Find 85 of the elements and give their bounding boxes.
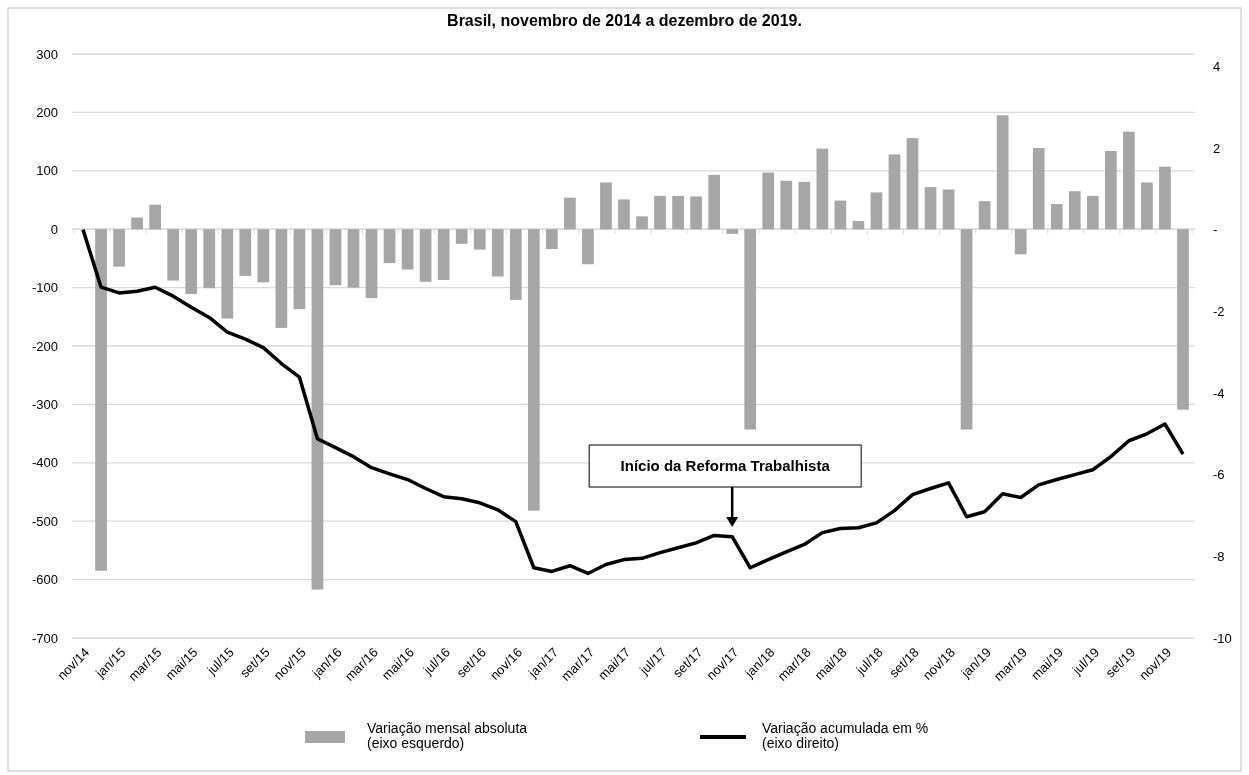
bar	[455, 229, 468, 244]
bar	[888, 154, 901, 230]
bar	[1050, 204, 1063, 230]
y2-tick-label: -2	[1213, 303, 1225, 319]
bar	[654, 195, 666, 230]
y-tick-label: -600	[31, 572, 58, 588]
bar	[167, 229, 180, 281]
line-series	[81, 227, 1185, 576]
bar	[113, 229, 125, 267]
bar	[509, 229, 522, 300]
bar	[1086, 195, 1099, 230]
y-tick-label: -300	[31, 397, 58, 413]
bar	[185, 229, 198, 295]
bar	[744, 229, 757, 430]
bar	[419, 229, 432, 282]
bar	[221, 229, 234, 319]
bar	[564, 197, 576, 230]
bar	[834, 200, 847, 230]
bar	[347, 229, 360, 288]
bar	[1104, 150, 1117, 230]
bar	[582, 229, 594, 265]
bar	[978, 201, 991, 230]
bar	[1068, 191, 1081, 230]
bar	[437, 229, 450, 281]
bar	[906, 138, 919, 230]
bar	[473, 229, 486, 250]
bar	[726, 229, 739, 234]
bar	[708, 174, 721, 230]
bar	[870, 192, 883, 230]
bar	[690, 196, 702, 230]
bar	[95, 229, 107, 571]
bar	[1159, 166, 1171, 230]
bar	[311, 229, 324, 590]
y2-tick-label: -4	[1213, 385, 1225, 401]
y-tick-label: -100	[31, 280, 58, 296]
y2-tick-label: -10	[1213, 630, 1232, 646]
bar	[852, 221, 865, 230]
bar	[491, 229, 504, 277]
y-tick-label: 300	[36, 46, 58, 62]
y-tick-label: 0	[50, 221, 58, 237]
bar	[545, 229, 558, 250]
bar	[239, 229, 252, 276]
bar	[780, 180, 793, 230]
bar	[131, 217, 143, 230]
bar	[293, 229, 306, 310]
bar	[1123, 131, 1135, 230]
y2-tick-label: -6	[1213, 467, 1225, 483]
bar	[600, 182, 612, 230]
bar	[672, 195, 684, 230]
bar	[1177, 229, 1189, 410]
chart-title: Brasil, novembro de 2014 a dezembro de 2019.	[447, 12, 802, 29]
bar	[527, 229, 540, 511]
bar	[383, 229, 396, 264]
bar	[1014, 229, 1027, 255]
bar	[149, 204, 162, 230]
bar	[1141, 182, 1153, 230]
y-tick-label: -500	[31, 513, 58, 529]
y-tick-label: 200	[36, 105, 58, 121]
y2-tick-label: 2	[1213, 140, 1221, 156]
y-tick-label: 100	[36, 163, 58, 179]
y2-tick-label: 4	[1213, 58, 1221, 74]
bar	[329, 229, 342, 286]
legend-label: Variação acumulada em % (eixo direito)	[762, 720, 929, 752]
annotation: Início da Reforma Trabalhista	[620, 457, 831, 475]
bar	[636, 216, 648, 230]
bar	[942, 189, 955, 230]
bar	[401, 229, 414, 270]
bar	[203, 229, 216, 289]
bar	[960, 229, 973, 430]
bar	[996, 115, 1009, 230]
y2-tick-label: -8	[1213, 548, 1225, 564]
y-tick-label: -400	[31, 455, 58, 471]
y-tick-label: -700	[31, 630, 58, 646]
legend-label: Variação mensal absoluta (eixo esquerdo)	[367, 720, 528, 752]
bar	[798, 181, 811, 230]
bar	[257, 229, 270, 283]
bar	[275, 229, 288, 328]
bar	[365, 229, 378, 299]
y2-tick-label: -	[1213, 222, 1218, 238]
y-tick-label: -200	[31, 338, 58, 354]
bar	[924, 187, 937, 230]
bar	[762, 172, 775, 230]
bar	[816, 148, 829, 230]
bar	[1032, 148, 1045, 230]
bar	[618, 199, 630, 230]
